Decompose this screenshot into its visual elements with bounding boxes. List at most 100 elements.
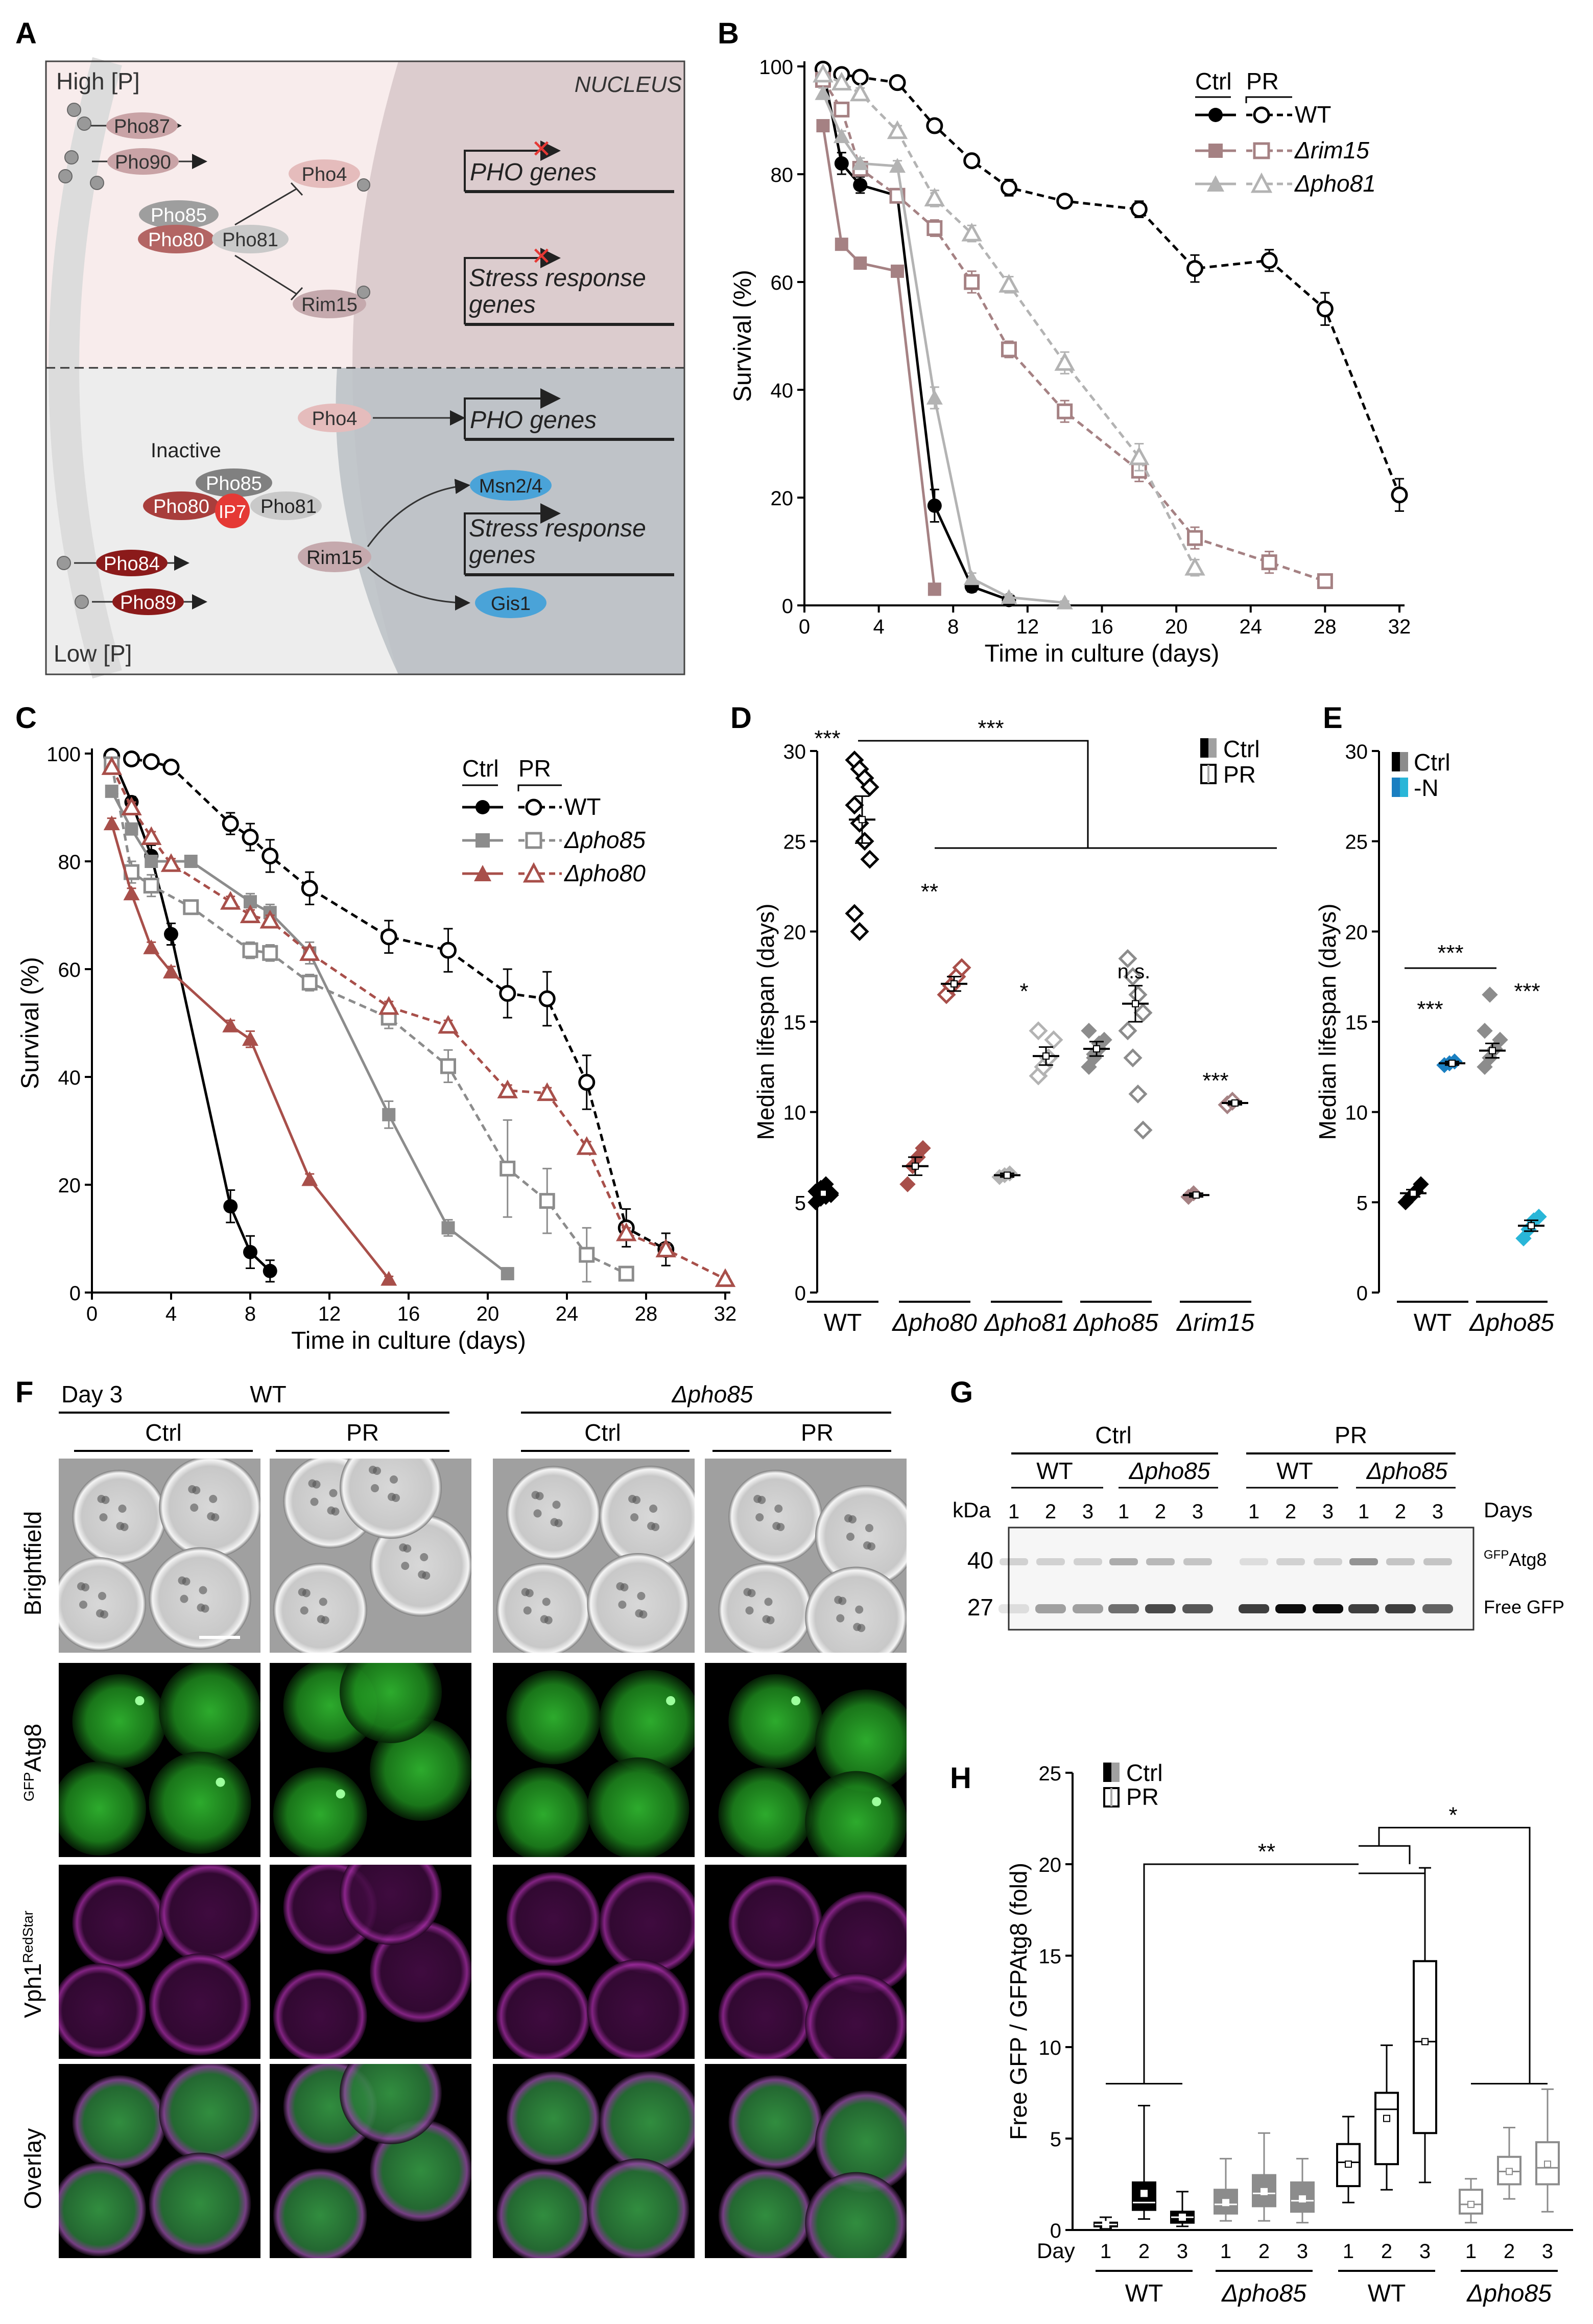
pho-genes-high: PHO genes — [470, 159, 597, 186]
data-point — [813, 63, 834, 83]
pho80-low: Pho80 — [153, 496, 209, 518]
y-tick-label: 100 — [46, 743, 81, 766]
pho4-low: Pho4 — [312, 408, 358, 430]
cell — [805, 1566, 907, 1653]
data-point — [926, 389, 943, 405]
cell — [599, 1872, 695, 1974]
legend-h-pr: PR — [1126, 1783, 1159, 1810]
y-axis-label: Median lifespan (days) — [752, 904, 779, 1140]
band-free-gfp — [1385, 1604, 1416, 1613]
y-tick-label: 60 — [58, 959, 81, 981]
cell — [273, 2168, 367, 2258]
vacuole-dot — [300, 1606, 308, 1615]
cell — [815, 1485, 907, 1587]
category-label: Δpho85 — [1469, 1309, 1554, 1336]
band-free-gfp — [998, 1604, 1029, 1613]
cell — [599, 2071, 695, 2173]
data-point — [845, 904, 864, 923]
cell — [149, 2152, 251, 2255]
g-wt-1: WT — [1036, 1458, 1073, 1484]
band-atg8 — [1146, 1558, 1175, 1565]
data-point — [1187, 530, 1203, 546]
legend-h-ctrl: Ctrl — [1126, 1759, 1163, 1786]
y-tick-label: 40 — [58, 1067, 81, 1089]
data-point — [1413, 1176, 1429, 1192]
legend-e-n: -N — [1414, 774, 1439, 801]
significance-pho85: *** — [1514, 979, 1540, 1004]
legend-e: Ctrl -N — [1392, 749, 1451, 801]
cell — [273, 1767, 367, 1857]
label-e: E — [1323, 701, 1343, 735]
band-free-gfp — [1422, 1604, 1453, 1613]
vacuole-dot — [857, 1624, 866, 1632]
mean-marker — [1528, 1222, 1535, 1230]
cell — [59, 2163, 146, 2257]
cell — [599, 1466, 695, 1568]
micrograph — [705, 1865, 907, 2059]
data-point — [145, 855, 158, 868]
x-mark-stress: ✕ — [531, 243, 552, 270]
pho87: Pho87 — [114, 116, 170, 137]
significance-right: * — [1448, 1802, 1457, 1827]
vacuole-dot — [209, 1495, 218, 1503]
data-point — [891, 264, 905, 278]
vacuole-dot — [420, 1553, 429, 1561]
legend-b-pho81: Δpho81 — [1294, 170, 1376, 197]
micrograph — [59, 1663, 260, 1857]
vacuole-dot — [98, 1592, 106, 1600]
mean-marker — [1467, 2200, 1475, 2208]
y-tick-label: 15 — [1039, 1945, 1062, 1968]
data-point — [262, 945, 278, 961]
data-point — [834, 156, 849, 171]
data-point — [850, 922, 869, 941]
category-label: Δpho81 — [984, 1309, 1069, 1336]
cell — [815, 1689, 907, 1792]
band-atg8 — [1183, 1558, 1212, 1565]
mean-marker — [1222, 2199, 1229, 2206]
g-pho85-2: Δpho85 — [1366, 1458, 1448, 1484]
x-tick-label: 4 — [165, 1303, 177, 1325]
panel-g: G Ctrl PR WT Δpho85 WT Δpho85 kDa Days 4… — [950, 1376, 1564, 1631]
legend-c-pr: PR — [518, 755, 551, 782]
micrograph — [270, 1865, 471, 2059]
mean-marker — [1102, 2221, 1109, 2228]
mean-marker — [1132, 1000, 1139, 1007]
gfp-puncta — [336, 1789, 345, 1799]
data-point — [849, 82, 871, 102]
vacuole-dot — [180, 1594, 188, 1603]
legend-h: Ctrl PR — [1103, 1759, 1163, 1810]
band-atg8 — [1276, 1558, 1305, 1565]
cell — [59, 1762, 146, 1856]
g-band2: Free GFP — [1484, 1597, 1564, 1617]
cell — [587, 2158, 689, 2258]
data-point — [440, 1058, 456, 1074]
vacuole-dot — [422, 1571, 431, 1580]
f-row-brightfield: Brightfield — [19, 1511, 46, 1616]
x-axis-label: Time in culture (days) — [985, 640, 1220, 667]
g-band1: GFPAtg8 — [1484, 1548, 1547, 1570]
data-point — [815, 85, 831, 100]
data-point — [1133, 1120, 1153, 1140]
data-point — [1261, 252, 1278, 269]
day-tick: 3 — [1542, 2240, 1553, 2263]
significance-rim15: *** — [1202, 1068, 1228, 1093]
day-tick: 1 — [1343, 2240, 1354, 2263]
vacuole-dot — [331, 1507, 340, 1516]
data-point — [497, 1079, 518, 1098]
data-point — [301, 880, 318, 897]
cell — [496, 2168, 590, 2258]
band-atg8 — [1386, 1558, 1415, 1565]
mean-marker — [1231, 1099, 1239, 1107]
band-free-gfp — [1145, 1604, 1176, 1613]
vacuole-dot — [81, 1583, 89, 1591]
micrograph — [59, 1865, 260, 2059]
cell — [59, 1963, 146, 2057]
label-f: F — [15, 1376, 33, 1409]
y-tick-label: 15 — [1345, 1012, 1368, 1034]
data-point — [1128, 985, 1148, 1004]
vacuole-dot — [776, 1523, 785, 1531]
cell — [506, 2071, 601, 2166]
vacuole-dot — [371, 1484, 379, 1492]
gfp-puncta — [872, 1797, 882, 1806]
data-point — [539, 1193, 555, 1209]
